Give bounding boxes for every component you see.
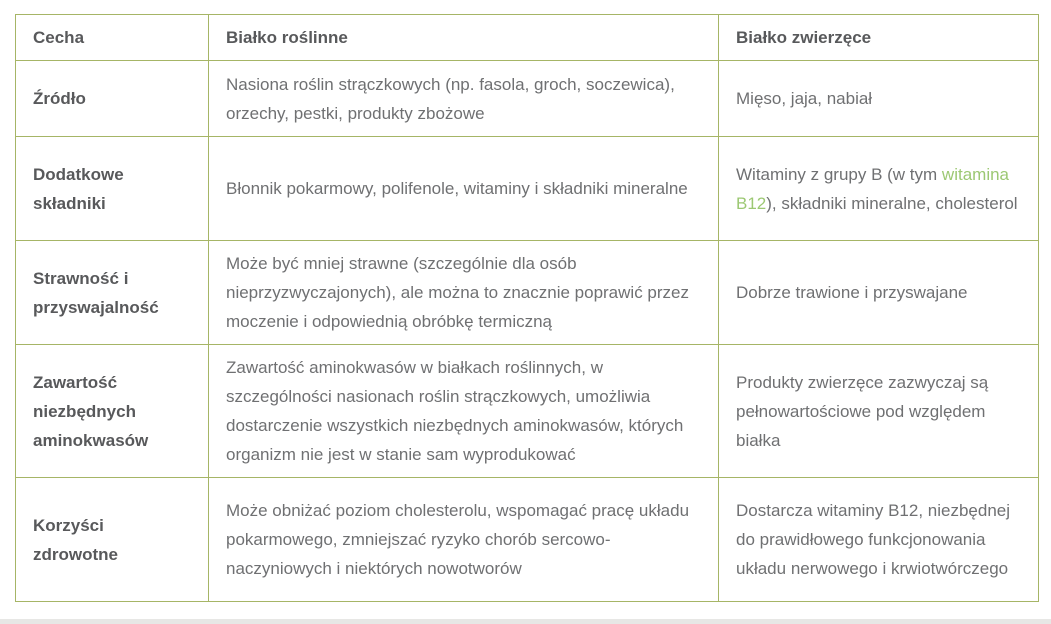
plant-cell-zrodlo: Nasiona roślin strączkowych (np. fasola,… bbox=[208, 60, 719, 137]
table-row-strawnosc: Strawność i przyswajalność Może być mnie… bbox=[15, 240, 1039, 345]
table-row-dodatkowe-skladniki: Dodatkowe składniki Błonnik pokarmowy, p… bbox=[15, 136, 1039, 241]
animal-cell-dodatkowe-skladniki: Witaminy z grupy B (w tym witamina B12),… bbox=[718, 136, 1039, 241]
table-row-korzysci-zdrowotne: Korzyści zdrowotne Może obniżać poziom c… bbox=[15, 477, 1039, 602]
header-cecha: Cecha bbox=[15, 14, 209, 61]
page-bottom-divider bbox=[0, 619, 1051, 624]
plant-cell-korzysci-zdrowotne: Może obniżać poziom cholesterolu, wspoma… bbox=[208, 477, 719, 602]
animal-cell-zrodlo: Mięso, jaja, nabiał bbox=[718, 60, 1039, 137]
plant-cell-strawnosc: Może być mniej strawne (szczególnie dla … bbox=[208, 240, 719, 345]
plant-cell-dodatkowe-skladniki: Błonnik pokarmowy, polifenole, witaminy … bbox=[208, 136, 719, 241]
feature-cell-aminokwasy: Zawartość niezbędnych aminokwasów bbox=[15, 344, 209, 478]
feature-cell-strawnosc: Strawność i przyswajalność bbox=[15, 240, 209, 345]
header-bialko-zwierzece: Białko zwierzęce bbox=[718, 14, 1039, 61]
animal-text-prefix: Witaminy z grupy B (w tym bbox=[736, 164, 942, 184]
protein-comparison-table: Cecha Białko roślinne Białko zwierzęce Ź… bbox=[15, 14, 1039, 602]
table-row-zrodlo: Źródło Nasiona roślin strączkowych (np. … bbox=[15, 60, 1039, 137]
feature-cell-zrodlo: Źródło bbox=[15, 60, 209, 137]
animal-cell-korzysci-zdrowotne: Dostarcza witaminy B12, niezbędnej do pr… bbox=[718, 477, 1039, 602]
animal-cell-aminokwasy: Produkty zwierzęce zazwyczaj są pełnowar… bbox=[718, 344, 1039, 478]
witamina-b12-link[interactable]: witamina B12 bbox=[736, 164, 1010, 213]
table-header-row: Cecha Białko roślinne Białko zwierzęce bbox=[15, 14, 1039, 61]
animal-text-suffix: ), składniki mineralne, cholesterol bbox=[766, 193, 1018, 213]
header-bialko-roslinne: Białko roślinne bbox=[208, 14, 719, 61]
feature-cell-dodatkowe-skladniki: Dodatkowe składniki bbox=[15, 136, 209, 241]
plant-cell-aminokwasy: Zawartość aminokwasów w białkach roślinn… bbox=[208, 344, 719, 478]
feature-cell-korzysci-zdrowotne: Korzyści zdrowotne bbox=[15, 477, 209, 602]
table-row-aminokwasy: Zawartość niezbędnych aminokwasów Zawart… bbox=[15, 344, 1039, 478]
animal-cell-strawnosc: Dobrze trawione i przyswajane bbox=[718, 240, 1039, 345]
